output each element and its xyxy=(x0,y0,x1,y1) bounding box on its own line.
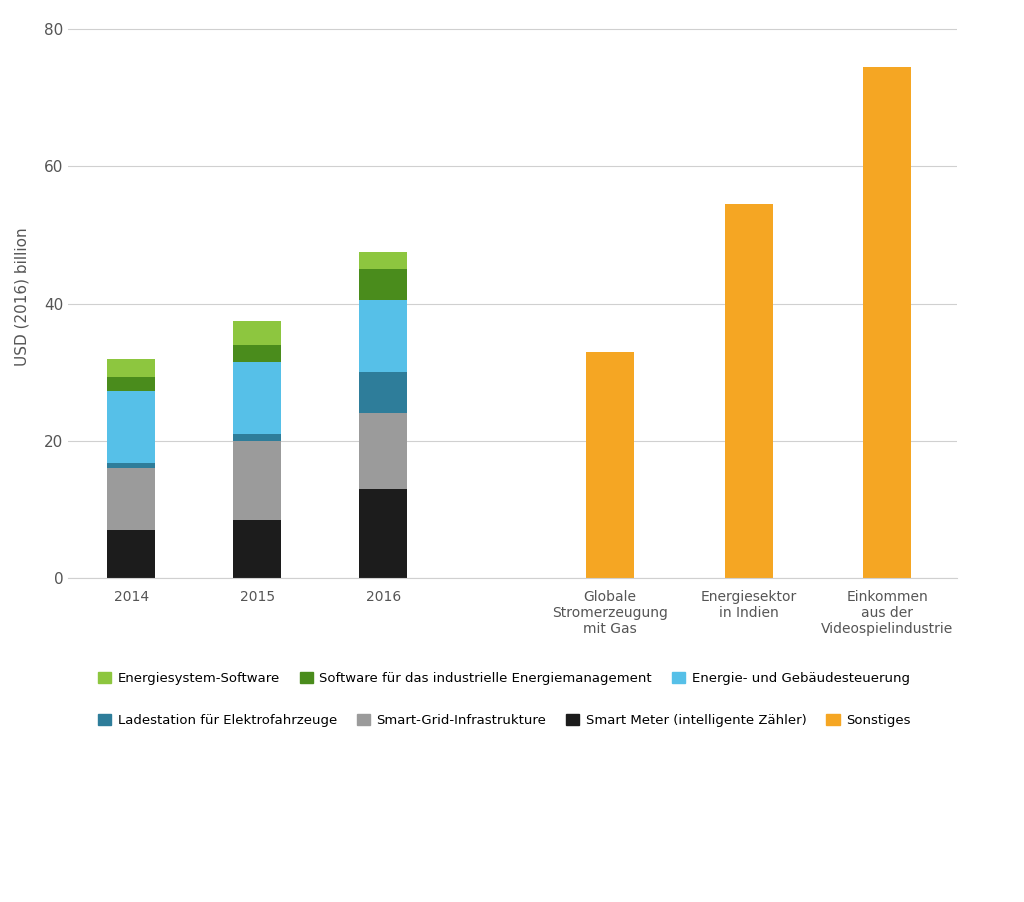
Bar xyxy=(359,252,408,269)
Bar xyxy=(586,352,634,578)
Bar xyxy=(725,204,773,578)
Bar xyxy=(108,468,155,530)
Bar xyxy=(233,520,282,578)
Bar xyxy=(233,434,282,441)
Bar xyxy=(108,463,155,468)
Bar xyxy=(359,269,408,300)
Bar xyxy=(863,67,911,578)
Bar xyxy=(108,358,155,377)
Bar xyxy=(359,300,408,373)
Y-axis label: USD (2016) billion: USD (2016) billion xyxy=(15,227,30,366)
Bar xyxy=(233,441,282,520)
Bar xyxy=(359,489,408,578)
Bar xyxy=(233,345,282,362)
Bar xyxy=(108,377,155,391)
Bar xyxy=(108,391,155,463)
Bar xyxy=(233,362,282,434)
Bar xyxy=(108,530,155,578)
Bar xyxy=(233,321,282,345)
Legend: Ladestation für Elektrofahrzeuge, Smart-Grid-Infrastrukture, Smart Meter (intell: Ladestation für Elektrofahrzeuge, Smart-… xyxy=(92,709,915,732)
Bar xyxy=(359,373,408,413)
Bar xyxy=(359,413,408,489)
